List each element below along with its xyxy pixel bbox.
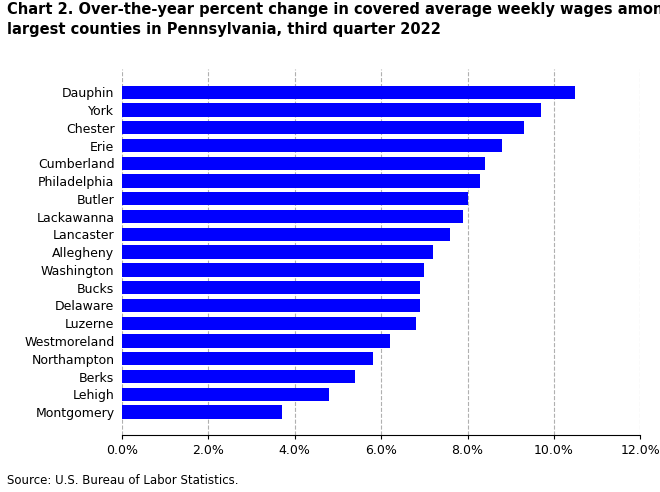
Bar bbox=[122, 405, 282, 419]
Bar bbox=[122, 316, 416, 330]
Bar bbox=[122, 139, 502, 152]
Bar bbox=[122, 335, 390, 348]
Text: Source: U.S. Bureau of Labor Statistics.: Source: U.S. Bureau of Labor Statistics. bbox=[7, 474, 238, 487]
Bar bbox=[122, 263, 424, 277]
Bar bbox=[122, 370, 355, 383]
Bar bbox=[122, 86, 576, 99]
Bar bbox=[122, 192, 467, 206]
Bar bbox=[122, 299, 420, 312]
Bar bbox=[122, 103, 541, 117]
Bar bbox=[122, 352, 372, 366]
Bar bbox=[122, 121, 523, 134]
Bar bbox=[122, 388, 329, 401]
Bar bbox=[122, 246, 433, 259]
Bar bbox=[122, 210, 463, 223]
Bar bbox=[122, 156, 484, 170]
Text: largest counties in Pennsylvania, third quarter 2022: largest counties in Pennsylvania, third … bbox=[7, 22, 440, 37]
Text: Chart 2. Over-the-year percent change in covered average weekly wages among the: Chart 2. Over-the-year percent change in… bbox=[7, 2, 660, 17]
Bar bbox=[122, 174, 480, 188]
Bar bbox=[122, 281, 420, 294]
Bar bbox=[122, 228, 450, 241]
